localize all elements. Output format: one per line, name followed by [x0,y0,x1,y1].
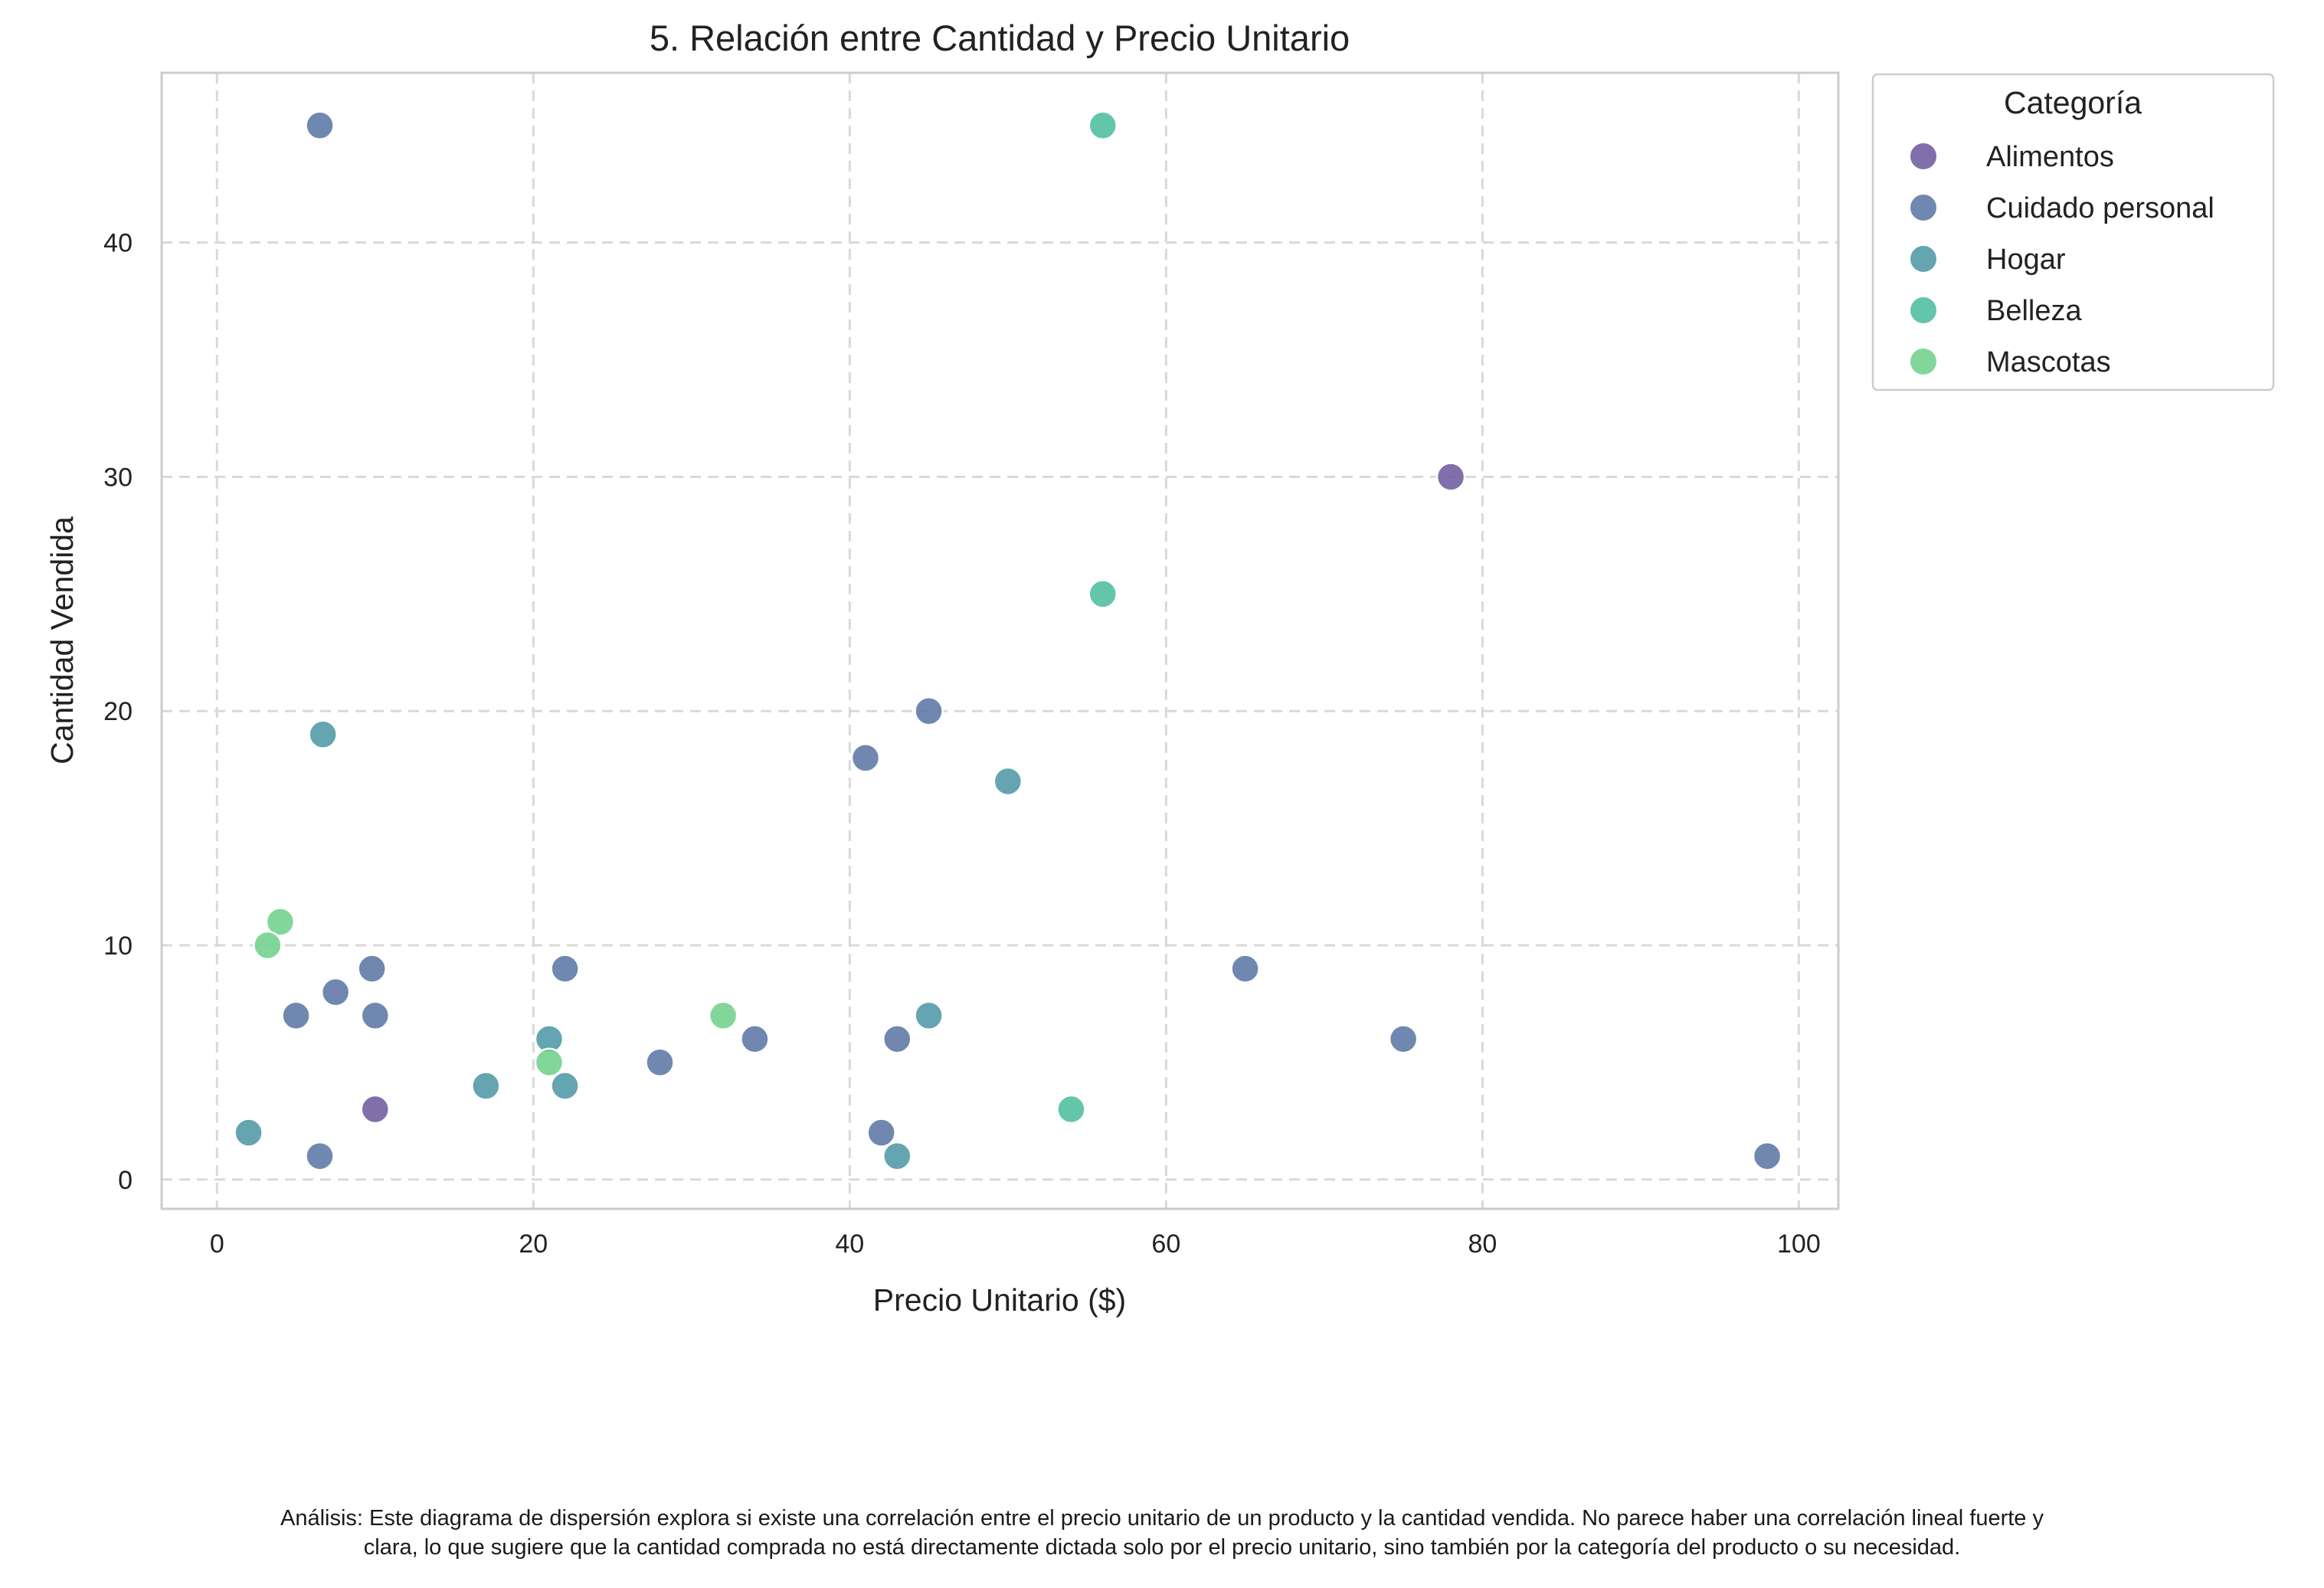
data-point [1088,110,1118,141]
legend-box [1871,73,2275,391]
x-tick-label: 40 [835,1229,864,1259]
data-point [1088,579,1118,609]
data-point [1752,1141,1782,1171]
y-tick-label: 20 [103,697,133,726]
data-point [308,719,338,750]
data-point [645,1047,675,1078]
x-tick-label: 60 [1151,1229,1180,1259]
data-point [360,1000,391,1030]
data-point [550,1071,580,1101]
legend-marker [1909,296,1938,325]
x-tick-label: 100 [1777,1229,1821,1259]
caption-line-1: Análisis: Este diagrama de dispersión ex… [280,1506,2044,1531]
y-tick-label: 10 [103,932,133,961]
data-point [471,1071,501,1101]
x-tick-label: 80 [1468,1229,1497,1259]
chart-title: 5. Relación entre Cantidad y Precio Unit… [650,18,1350,58]
data-point [1388,1024,1419,1054]
grid [162,73,1838,1209]
legend-label: Mascotas [1986,346,2111,378]
data-point [305,110,335,141]
x-axis-label: Precio Unitario ($) [873,1282,1126,1318]
data-point [320,977,351,1007]
legend-marker [1909,347,1938,376]
data-point [265,907,296,937]
data-points [234,110,1782,1171]
data-point [708,1000,738,1030]
legend-label: Belleza [1986,295,2082,327]
data-point [357,954,387,984]
data-point [281,1000,311,1030]
x-tick-label: 0 [210,1229,224,1259]
x-tick-label: 20 [519,1229,548,1259]
analysis-caption: Análisis: Este diagrama de dispersión ex… [0,1504,2324,1562]
legend-label: Cuidado personal [1986,192,2214,224]
legend-label: Hogar [1986,244,2066,276]
data-point [253,930,283,961]
legend-marker [1909,244,1938,273]
data-point [360,1094,391,1125]
data-point [882,1141,912,1171]
data-point [914,696,944,726]
data-point [534,1047,565,1078]
legend-marker [1909,193,1938,222]
data-point [740,1024,770,1054]
data-point [1230,954,1260,984]
legend: Categoría Alimentos Cuidado personal Hogar… [1871,73,2275,391]
legend-title: Categoría [2004,85,2142,120]
data-point [1435,462,1466,492]
data-point [550,954,580,984]
data-point [882,1024,912,1054]
caption-line-2: clara, lo que sugiere que la cantidad co… [363,1535,1961,1560]
y-tick-label: 30 [103,463,133,492]
legend-label: Alimentos [1986,141,2114,173]
y-tick-label: 0 [118,1166,133,1195]
data-point [305,1141,335,1171]
axis-ticks: 0 20 40 60 80 100 0 10 20 30 40 [103,229,1821,1259]
data-point [914,1000,944,1030]
data-point [866,1118,896,1148]
plot-frame [160,71,1840,1210]
legend-marker [1909,142,1938,171]
y-axis-label: Cantidad Vendida [44,516,80,765]
data-point [1056,1094,1086,1125]
data-point [850,743,881,773]
data-point [993,766,1023,797]
data-point [234,1118,263,1148]
y-tick-label: 40 [103,229,133,258]
